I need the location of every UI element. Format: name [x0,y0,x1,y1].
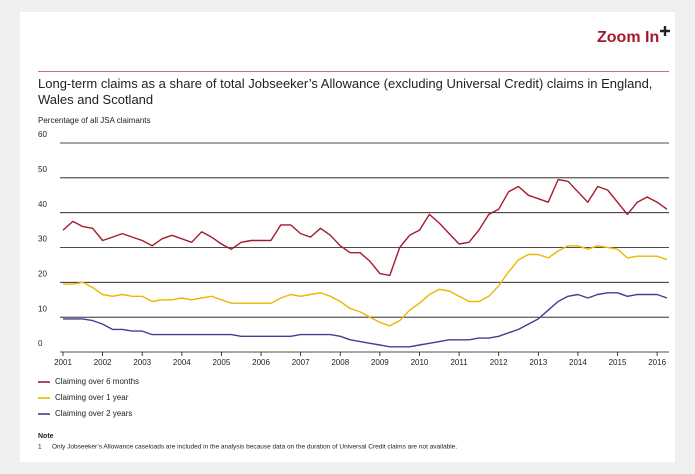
x-tick-label: 2011 [450,358,468,367]
legend-label: Claiming over 2 years [55,409,132,418]
x-tick-label: 2001 [54,358,72,367]
x-tick-label: 2006 [252,358,270,367]
panel: Zoom In Long-term claims as a share of t… [20,12,675,462]
series-line [63,245,668,327]
note-number: 1 [38,444,42,451]
zoom-label[interactable]: Zoom In [597,29,660,46]
x-tick-label: 2004 [173,358,191,367]
chart-title: Long-term claims as a share of total Job… [38,76,653,107]
note-text: Only Jobseeker’s Allowance caseloads are… [52,444,457,451]
x-tick-label: 2003 [133,358,151,367]
note-heading: Note [38,433,54,440]
y-tick-label: 0 [38,339,43,348]
y-tick-label: 40 [38,200,47,209]
x-tick-label: 2014 [569,358,587,367]
series-line [62,178,668,277]
y-tick-label: 20 [38,269,47,278]
x-tick-label: 2002 [94,358,112,367]
x-tick-label: 2005 [213,358,231,367]
y-axis-label: Percentage of all JSA claimants [38,116,151,125]
zoom-button[interactable]: Zoom In [597,26,671,47]
y-tick-label: 30 [38,235,47,244]
x-tick-label: 2016 [648,358,666,367]
y-tick-label: 50 [38,165,47,174]
x-tick-label: 2015 [609,358,627,367]
x-tick-label: 2010 [411,358,429,367]
legend-label: Claiming over 1 year [55,393,129,402]
y-tick-label: 10 [38,304,47,313]
x-tick-label: 2009 [371,358,389,367]
x-tick-label: 2007 [292,358,310,367]
x-tick-label: 2012 [490,358,508,367]
series-line [63,292,668,348]
legend-label: Claiming over 6 months [55,377,139,386]
x-tick-label: 2008 [331,358,349,367]
x-tick-label: 2013 [529,358,547,367]
divider [38,71,669,72]
y-tick-label: 60 [38,130,47,139]
plus-icon[interactable] [660,26,671,36]
